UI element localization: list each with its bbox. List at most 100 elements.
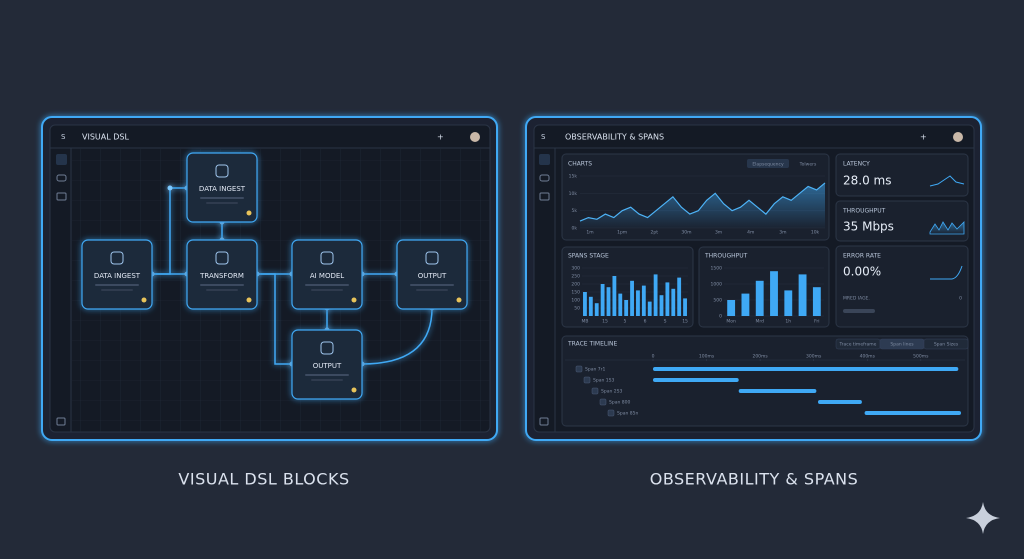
card	[835, 245, 969, 328]
node-box[interactable]	[81, 239, 153, 310]
app-title: OBSERVABILITY & SPANS	[565, 133, 664, 142]
toggle[interactable]	[747, 159, 789, 168]
side-icon[interactable]	[56, 154, 67, 165]
x-tick-label: 3m	[715, 230, 722, 236]
side-icon[interactable]	[539, 154, 550, 165]
node-icon	[215, 164, 229, 178]
y-tick-label: 500	[713, 298, 722, 304]
node-box[interactable]	[186, 152, 258, 223]
x-tick-label: S	[664, 319, 667, 325]
x-tick-label: 3m	[779, 230, 786, 236]
x-tick-label: 10k	[811, 230, 820, 236]
node-label: DATA INGEST	[94, 272, 141, 280]
node-badge	[351, 297, 357, 303]
logo: S	[61, 133, 66, 141]
tab-label[interactable]: Trace timeframe	[839, 342, 877, 348]
side-icon[interactable]	[539, 192, 550, 201]
bar	[600, 284, 605, 316]
node-badge	[351, 387, 357, 393]
span-bar	[653, 367, 959, 371]
bar	[812, 287, 821, 316]
toggle-label[interactable]: Elapsequency	[752, 162, 784, 168]
node-icon	[110, 251, 124, 265]
avatar[interactable]	[470, 132, 480, 142]
bar	[659, 295, 664, 316]
span-name: Span 2S3	[601, 389, 622, 395]
y-tick-label: 100	[571, 298, 580, 304]
placeholder-bar	[843, 309, 875, 313]
port	[167, 185, 173, 191]
x-tick-label: 1pm	[617, 230, 627, 236]
metric-value: 28.0 ms	[843, 174, 891, 188]
bar	[606, 287, 611, 316]
span-icon	[575, 365, 583, 373]
node-label: AI MODEL	[310, 272, 344, 280]
card-title: CHARTS	[568, 161, 592, 168]
side-icon[interactable]	[56, 192, 67, 201]
bar	[741, 293, 750, 316]
caption: OBSERVABILITY & SPANS	[650, 470, 859, 489]
add-button[interactable]: +	[920, 133, 927, 142]
y-tick-label: 1000	[711, 282, 723, 288]
side-icon[interactable]	[56, 417, 66, 426]
tab[interactable]	[923, 338, 969, 350]
x-tick-label: 1m	[586, 230, 593, 236]
y-tick-label: 5k	[572, 208, 578, 214]
node-line	[95, 284, 139, 286]
add-button[interactable]: +	[437, 133, 444, 142]
bar	[647, 301, 652, 316]
side-icon[interactable]	[56, 174, 67, 182]
tab-label[interactable]: Span lines	[890, 342, 914, 348]
node-box[interactable]	[396, 239, 468, 310]
span-icon	[591, 387, 599, 395]
tab-label[interactable]: Span Sizes	[934, 342, 959, 348]
toggle-label[interactable]: Tolwers	[799, 162, 817, 168]
metric-title: THROUGHPUT	[842, 208, 886, 215]
node-icon	[320, 341, 334, 355]
y-tick-label: 50	[574, 306, 580, 312]
y-tick-label: 300	[571, 266, 580, 272]
x-tick-label: MB	[581, 319, 588, 325]
node-line	[311, 289, 343, 291]
x-tick-label: 100ms	[699, 354, 715, 360]
bar	[665, 282, 670, 316]
y-tick-label: 0	[719, 314, 722, 320]
card-title: TRACE TIMELINE	[567, 341, 617, 348]
line	[579, 182, 826, 222]
node-box[interactable]	[291, 239, 363, 310]
x-tick-label: Fri	[814, 319, 819, 325]
bar	[612, 276, 617, 316]
bar	[618, 293, 623, 316]
bar	[798, 274, 807, 316]
x-tick-label: 500ms	[913, 354, 929, 360]
side-icon[interactable]	[539, 417, 549, 426]
span-icon	[583, 376, 591, 384]
node-icon	[320, 251, 334, 265]
node-label: OUTPUT	[418, 272, 447, 280]
bar	[641, 285, 646, 316]
bar	[588, 296, 593, 316]
bar	[636, 290, 640, 316]
app-title: VISUAL DSL	[82, 133, 129, 142]
bar	[630, 280, 634, 316]
bar	[727, 300, 736, 316]
span-icon	[607, 409, 615, 417]
x-tick-label: 200ms	[752, 354, 768, 360]
span-bar	[653, 378, 739, 382]
node-badge	[141, 297, 147, 303]
node-box[interactable]	[186, 239, 258, 310]
node-box[interactable]	[291, 329, 363, 400]
span-bar	[817, 400, 862, 404]
bar	[677, 277, 682, 316]
y-tick-label: 10k	[569, 191, 578, 197]
x-tick-label: 15	[602, 319, 608, 325]
card	[561, 335, 969, 427]
sparkline	[929, 221, 965, 235]
sparkle-icon	[966, 502, 1000, 534]
metric-value: 35 Mbps	[843, 220, 894, 234]
avatar[interactable]	[953, 132, 963, 142]
bar	[770, 271, 778, 316]
y-tick-label: 0k	[572, 226, 578, 232]
side-icon[interactable]	[539, 174, 550, 182]
